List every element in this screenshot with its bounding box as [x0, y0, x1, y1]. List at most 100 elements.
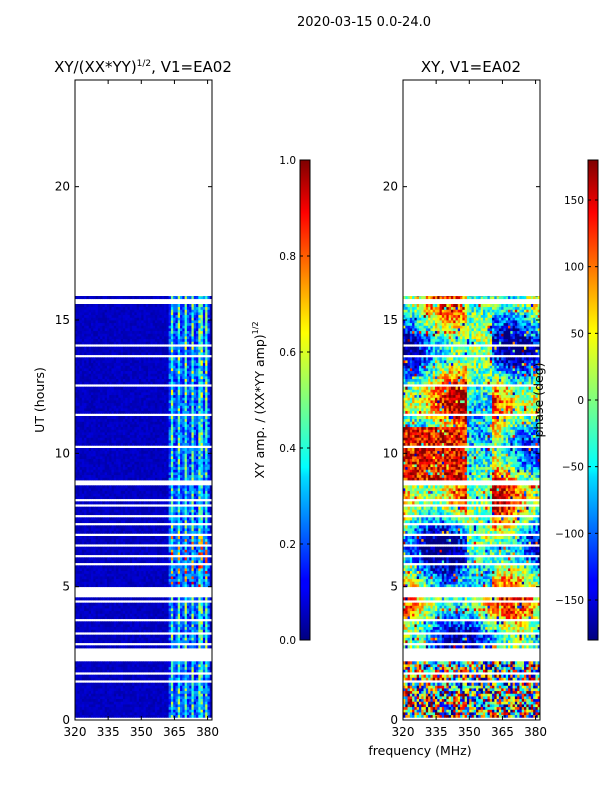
- amp-heatmap-cell: [198, 698, 201, 702]
- amp-heatmap-cell: [132, 714, 135, 718]
- amp-heatmap-cell: [129, 490, 133, 494]
- amp-heatmap-cell: [132, 538, 135, 542]
- amp-heatmap-cell: [109, 429, 112, 433]
- amp-heatmap-cell: [145, 709, 149, 713]
- amp-heatmap-cell: [173, 490, 176, 494]
- amp-heatmap-cell: [88, 474, 92, 478]
- amp-heatmap-cell: [97, 450, 101, 454]
- amp-heatmap-cell: [86, 704, 90, 708]
- amp-heatmap-cell: [184, 552, 188, 556]
- amp-heatmap-cell: [138, 509, 142, 513]
- amp-heatmap-cell: [196, 528, 199, 532]
- amp-heatmap-cell: [129, 496, 133, 500]
- amp-heatmap-cell: [205, 530, 208, 534]
- amp-heatmap-cell: [134, 530, 138, 534]
- amp-heatmap-cell: [86, 464, 90, 468]
- amp-heatmap-cell: [145, 602, 149, 606]
- amp-heatmap-cell: [106, 517, 110, 521]
- amp-heatmap-cell: [152, 506, 156, 510]
- amp-heatmap-cell: [200, 429, 204, 433]
- amp-heatmap-cell: [157, 661, 160, 665]
- amp-heatmap-cell: [141, 602, 144, 606]
- amp-heatmap-cell: [77, 426, 80, 430]
- amp-heatmap-cell: [180, 576, 183, 580]
- amp-heatmap-cell: [170, 573, 174, 577]
- amp-heatmap-cell: [166, 560, 170, 564]
- amp-heatmap-cell: [202, 472, 206, 476]
- amp-heatmap-cell: [100, 434, 103, 438]
- amp-heatmap-cell: [209, 610, 212, 614]
- amp-heatmap-cell: [79, 688, 83, 692]
- amp-heatmap-cell: [143, 629, 147, 633]
- amp-heatmap-cell: [182, 610, 185, 614]
- amp-heatmap-cell: [196, 536, 199, 540]
- amp-heatmap-cell: [90, 501, 94, 505]
- amp-heatmap-cell: [166, 690, 170, 694]
- amp-heatmap-cell: [193, 437, 197, 441]
- amp-heatmap-cell: [150, 530, 154, 534]
- amp-heatmap-cell: [134, 474, 138, 478]
- amp-heatmap-cell: [75, 677, 78, 681]
- amp-heatmap-cell: [102, 458, 106, 462]
- amp-heatmap-cell: [184, 616, 188, 620]
- amp-heatmap-cell: [177, 688, 181, 692]
- amp-heatmap-cell: [125, 570, 128, 574]
- amp-heatmap-cell: [166, 541, 170, 545]
- amp-heatmap-cell: [186, 573, 190, 577]
- amp-heatmap-cell: [191, 536, 195, 540]
- amp-heatmap-cell: [113, 688, 117, 692]
- amp-heatmap-cell: [154, 661, 158, 665]
- amp-heatmap-cell: [170, 557, 174, 561]
- amp-heatmap-cell: [150, 602, 154, 606]
- amp-heatmap-cell: [170, 584, 174, 588]
- amp-heatmap-cell: [209, 517, 212, 521]
- amp-heatmap-cell: [189, 608, 192, 612]
- amp-heatmap-cell: [180, 472, 183, 476]
- amp-heatmap-cell: [170, 488, 174, 492]
- amp-heatmap-cell: [145, 621, 149, 625]
- amp-heatmap-cell: [120, 584, 124, 588]
- amp-heatmap-cell: [100, 474, 103, 478]
- amp-heatmap-cell: [125, 541, 128, 545]
- amp-heatmap-cell: [186, 469, 190, 473]
- amp-heatmap-cell: [129, 440, 133, 444]
- amp-heatmap-cell: [132, 701, 135, 705]
- amp-heatmap-cell: [109, 581, 112, 585]
- amp-heatmap-cell: [79, 538, 83, 542]
- amp-heatmap-cell: [207, 682, 211, 686]
- amp-heatmap-cell: [200, 605, 204, 609]
- amp-heatmap-cell: [202, 640, 206, 644]
- amp-heatmap-cell: [106, 682, 110, 686]
- amp-heatmap-cell: [79, 640, 83, 644]
- amp-heatmap-cell: [93, 549, 96, 553]
- amp-heatmap-cell: [166, 536, 170, 540]
- amp-heatmap-cell: [104, 525, 108, 529]
- amp-heatmap-cell: [106, 704, 110, 708]
- amp-heatmap-cell: [143, 429, 147, 433]
- amp-heatmap-cell: [84, 565, 87, 569]
- amp-heatmap-cell: [120, 541, 124, 545]
- amp-heatmap: [75, 296, 212, 718]
- amp-heatmap-cell: [111, 565, 115, 569]
- amp-heatmap-cell: [79, 616, 83, 620]
- amp-heatmap-cell: [111, 669, 115, 673]
- amp-heatmap-cell: [205, 434, 208, 438]
- amp-heatmap-cell: [193, 541, 197, 545]
- amp-heatmap-cell: [104, 552, 108, 556]
- amp-heatmap-cell: [159, 634, 163, 638]
- amp-heatmap-cell: [161, 496, 165, 500]
- amp-heatmap-cell: [150, 536, 154, 540]
- amp-heatmap-cell: [154, 634, 158, 638]
- amp-heatmap-cell: [134, 501, 138, 505]
- amp-heatmap-cell: [164, 490, 167, 494]
- amp-heatmap-cell: [111, 434, 115, 438]
- amp-heatmap-cell: [97, 530, 101, 534]
- amp-heatmap-cell: [95, 528, 99, 532]
- amp-heatmap-cell: [159, 493, 163, 497]
- amp-heatmap-cell: [77, 709, 80, 713]
- amp-heatmap-cell: [102, 573, 106, 577]
- amp-heatmap-cell: [161, 488, 165, 492]
- amp-heatmap-cell: [109, 693, 112, 697]
- amp-heatmap-cell: [93, 696, 96, 700]
- amp-heatmap-cell: [132, 472, 135, 476]
